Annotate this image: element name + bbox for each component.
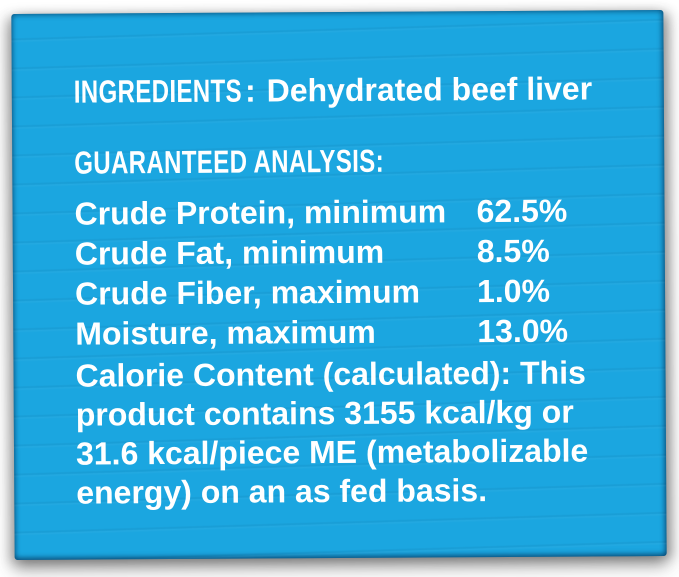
analysis-row-moisture: Moisture, maximum 13.0% [75,310,635,353]
ingredients-separator: : [244,72,256,109]
analysis-row-value: 8.5% [476,232,550,270]
analysis-row-name: Crude Fiber, maximum [74,273,421,312]
analysis-row-crude-fat: Crude Fat, minimum 8.5% [75,230,635,273]
guaranteed-analysis-heading: GUARANTEED ANALYSIS: [74,142,385,181]
calorie-content-paragraph: Calorie Content (calculated): This produ… [75,354,589,511]
ingredients-value: Dehydrated beef liver [266,70,593,109]
label-content: INGREDIENTS: Dehydrated beef liver GUARAN… [11,10,666,513]
ingredients-heading: INGREDIENTS [73,72,243,110]
analysis-row-value: 13.0% [477,312,569,350]
analysis-row-crude-protein: Crude Protein, minimum 62.5% [74,190,634,233]
analysis-row-name: Crude Protein, minimum [74,193,447,232]
guaranteed-analysis-table: Crude Protein, minimum 62.5% Crude Fat, … [74,190,635,353]
analysis-row-name: Moisture, maximum [75,313,376,352]
guaranteed-analysis-heading-line: GUARANTEED ANALYSIS: [74,139,634,189]
analysis-row-value: 62.5% [476,192,568,230]
analysis-row-crude-fiber: Crude Fiber, maximum 1.0% [75,270,635,313]
label-panel: INGREDIENTS: Dehydrated beef liver GUARAN… [11,10,667,560]
ingredients-line: INGREDIENTS: Dehydrated beef liver [74,68,634,118]
analysis-row-value: 1.0% [476,272,551,310]
analysis-row-name: Crude Fat, minimum [74,233,385,272]
